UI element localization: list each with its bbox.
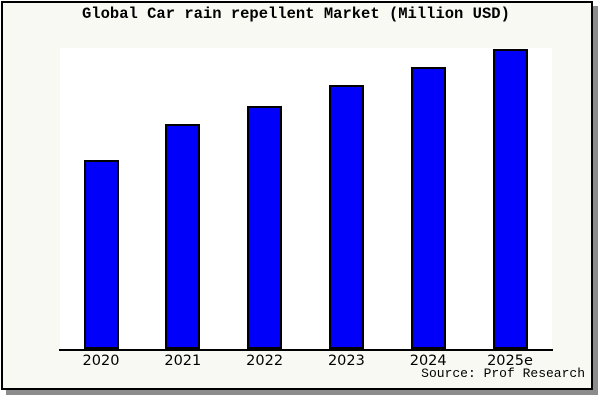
bar-2022 (247, 106, 283, 349)
bar-2021 (165, 124, 201, 349)
x-tick-label-2021: 2021 (164, 353, 202, 369)
bar-2024 (410, 67, 446, 349)
x-tick-label-2025e: 2025e (487, 353, 533, 369)
chart-title: Global Car rain repellent Market (Millio… (82, 5, 510, 23)
source-note: Source: Prof Research (421, 366, 585, 381)
x-tick-label-2020: 2020 (82, 353, 120, 369)
bar-2020 (83, 160, 119, 349)
x-tick-label-2022: 2022 (246, 353, 284, 369)
bar-2023 (328, 85, 364, 349)
x-tick-label-2024: 2024 (409, 353, 447, 369)
x-tick-label-2023: 2023 (327, 353, 365, 369)
plot-area (60, 48, 552, 349)
bar-2025e (492, 49, 528, 349)
x-axis-line (59, 349, 553, 351)
